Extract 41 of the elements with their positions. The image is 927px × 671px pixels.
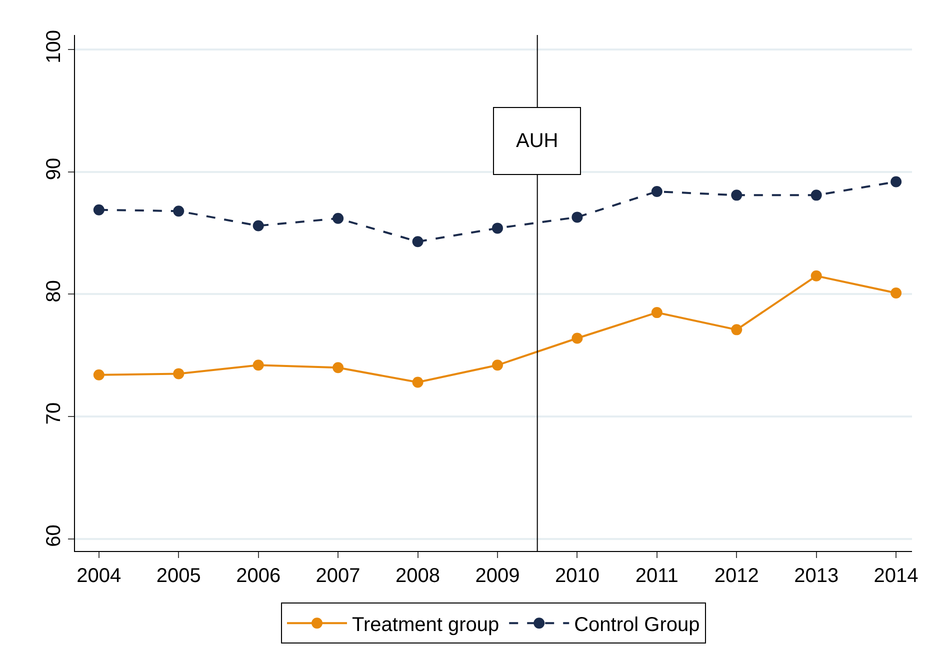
y-tick-label: 100 bbox=[43, 30, 65, 64]
y-tick-label: 90 bbox=[43, 158, 65, 180]
point bbox=[252, 220, 264, 232]
point bbox=[332, 212, 344, 224]
point bbox=[651, 186, 662, 198]
point bbox=[890, 176, 902, 188]
x-tick-label: 2004 bbox=[76, 565, 122, 587]
x-tick-label: 2007 bbox=[316, 565, 360, 587]
point bbox=[731, 190, 742, 201]
point bbox=[173, 206, 184, 217]
y-tick-label: 70 bbox=[43, 402, 65, 425]
x-tick-label: 2008 bbox=[396, 565, 440, 587]
point bbox=[810, 190, 822, 201]
point bbox=[412, 236, 424, 248]
x-tick-label: 2005 bbox=[156, 565, 201, 587]
point bbox=[810, 270, 822, 282]
x-tick-label: 2009 bbox=[475, 565, 520, 587]
x-tick-label: 2010 bbox=[554, 565, 600, 587]
point bbox=[173, 368, 184, 380]
point bbox=[492, 360, 503, 371]
point bbox=[332, 362, 344, 374]
x-tick-label: 2012 bbox=[714, 565, 759, 587]
point bbox=[93, 204, 104, 216]
x-tick-label: 2013 bbox=[794, 565, 839, 587]
point bbox=[412, 376, 424, 388]
point bbox=[572, 212, 583, 223]
point bbox=[731, 324, 742, 336]
ref-line-label: AUH bbox=[516, 130, 558, 152]
point bbox=[492, 222, 503, 234]
point bbox=[572, 332, 583, 344]
x-tick-label: 2011 bbox=[635, 565, 678, 587]
point bbox=[890, 288, 902, 298]
point bbox=[252, 360, 264, 371]
legend-label: Treatment group bbox=[352, 614, 500, 636]
point bbox=[651, 307, 662, 318]
x-tick-label: 2006 bbox=[236, 565, 281, 587]
point bbox=[93, 369, 104, 380]
y-tick-label: 80 bbox=[43, 280, 65, 302]
x-tick-label: 2014 bbox=[874, 565, 918, 587]
y-tick-label: 60 bbox=[43, 524, 65, 547]
legend-label: Control Group bbox=[574, 614, 700, 636]
